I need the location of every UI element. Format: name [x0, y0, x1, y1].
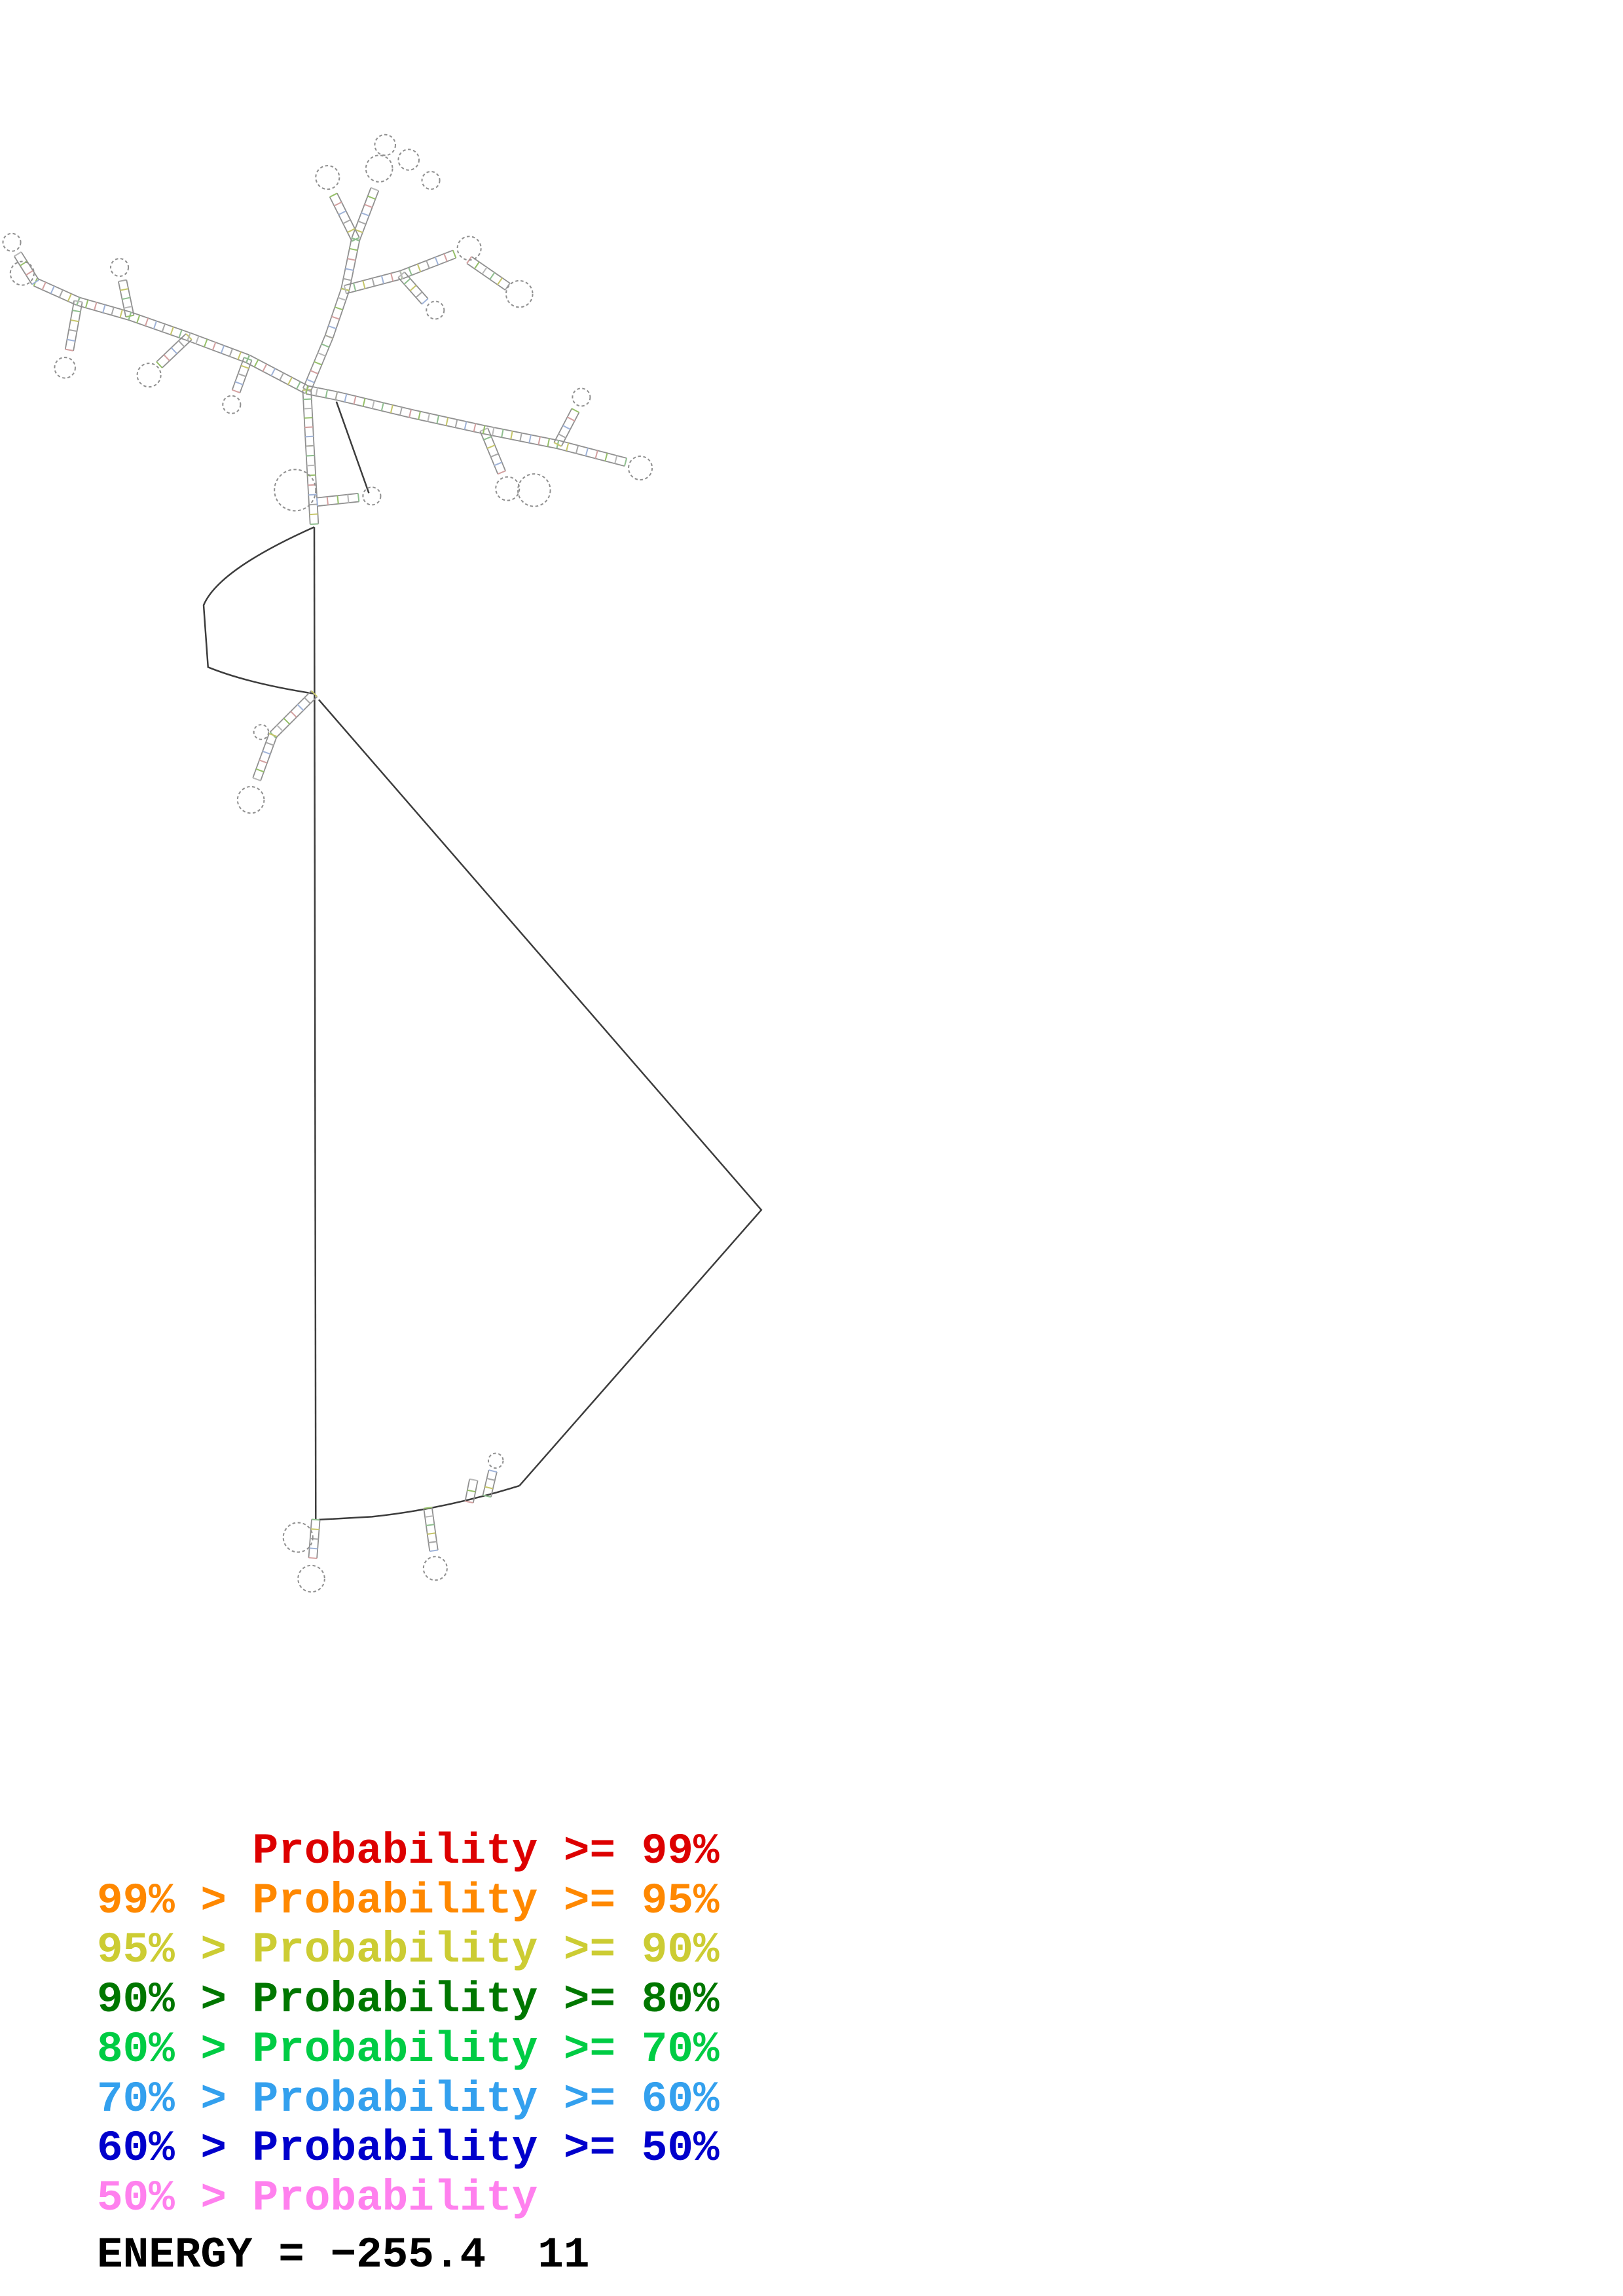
- hairpin-loop: [517, 473, 551, 507]
- helix-segment: [302, 334, 334, 392]
- hairpin-loop: [2, 232, 22, 252]
- hairpin-loop: [297, 1564, 325, 1593]
- helix-segment: [64, 300, 83, 351]
- helix-segment: [231, 357, 253, 393]
- hairpin-loop: [426, 300, 445, 320]
- helix-segment: [556, 440, 628, 467]
- hairpin-loop: [397, 149, 420, 171]
- legend-entry: 50% > Probability: [97, 2173, 538, 2223]
- legend-entry: 99% > Probability >= 95%: [97, 1876, 720, 1926]
- helix-segment: [308, 1518, 321, 1560]
- helix-segment: [397, 271, 429, 305]
- hairpin-loop: [9, 260, 35, 286]
- probability-legend: Probability >= 99% 99% > Probability >= 9…: [97, 1827, 720, 2223]
- hairpin-loop: [253, 724, 270, 740]
- helix-segment: [316, 492, 360, 507]
- legend-entry: 95% > Probability >= 90%: [97, 1926, 720, 1975]
- helix-segment: [423, 1507, 439, 1552]
- hairpin-loop: [136, 363, 162, 388]
- helix-segment: [128, 312, 191, 342]
- helix-segment: [117, 279, 135, 318]
- hairpin-loop: [222, 395, 242, 414]
- backbone-strand: [313, 527, 317, 1520]
- energy-label: ENERGY = −255.4 11: [97, 2231, 590, 2280]
- hairpin-loop: [110, 258, 130, 278]
- helix-segment: [13, 251, 40, 285]
- legend-entry: 90% > Probability >= 80%: [97, 1975, 720, 2025]
- hairpin-loop: [456, 236, 482, 261]
- helix-segment: [466, 256, 511, 291]
- helix-segment: [305, 444, 319, 526]
- hairpin-loop: [54, 357, 76, 379]
- helix-segment: [269, 690, 318, 739]
- helix-segment: [482, 1469, 498, 1498]
- helix-segment: [245, 354, 310, 395]
- legend-entry: 60% > Probability >= 50%: [97, 2124, 720, 2174]
- helix-segment: [33, 278, 81, 306]
- backbone-strand: [318, 699, 763, 1486]
- helix-segment: [343, 270, 403, 295]
- helix-segment: [187, 332, 250, 364]
- helix-segment: [409, 408, 486, 435]
- helix-segment: [464, 1478, 479, 1504]
- legend-entry: 70% > Probability >= 60%: [97, 2074, 720, 2124]
- hairpin-loop: [374, 134, 396, 156]
- hairpin-loop: [315, 165, 340, 190]
- helix-segment: [324, 287, 350, 339]
- hairpin-loop: [487, 1452, 504, 1469]
- hairpin-loop: [628, 456, 653, 481]
- backbone-strand: [318, 1484, 520, 1521]
- hairpin-loop: [572, 387, 591, 407]
- hairpin-loop: [362, 486, 382, 506]
- backbone-strand: [335, 401, 370, 493]
- legend-entry: 80% > Probability >= 70%: [97, 2024, 720, 2074]
- legend-entry: Probability >= 99%: [97, 1827, 720, 1876]
- helix-segment: [553, 408, 580, 447]
- hairpin-loop: [422, 1556, 448, 1581]
- hairpin-loop: [421, 171, 441, 190]
- backbone-strand: [202, 526, 315, 695]
- hairpin-loop: [495, 476, 520, 501]
- helix-segment: [252, 732, 278, 781]
- helix-segment: [351, 187, 380, 242]
- helix-segment: [329, 192, 360, 242]
- hairpin-loop: [365, 154, 393, 183]
- hairpin-loop: [505, 279, 534, 308]
- helix-segment: [335, 391, 412, 418]
- helix-segment: [302, 389, 315, 447]
- hairpin-loop: [274, 469, 317, 512]
- helix-segment: [399, 249, 457, 279]
- hairpin-loop: [282, 1522, 314, 1553]
- helix-segment: [156, 333, 192, 368]
- helix-segment: [76, 296, 132, 321]
- hairpin-loop: [236, 785, 265, 814]
